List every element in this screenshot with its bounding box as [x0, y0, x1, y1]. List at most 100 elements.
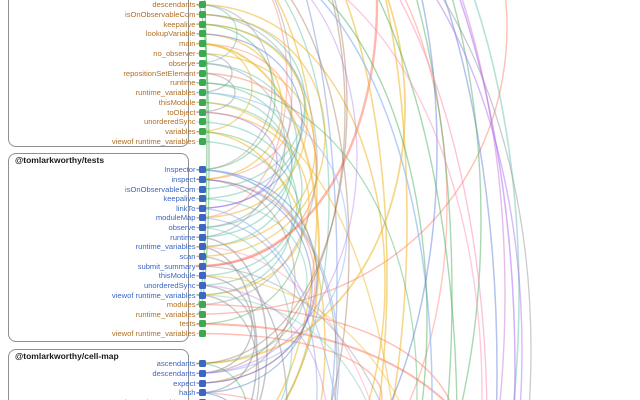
node-row[interactable]: Inspector: [8, 165, 206, 174]
dependency-edge: [196, 52, 233, 94]
node-square[interactable]: [198, 108, 206, 116]
node-row[interactable]: toObject: [8, 108, 206, 117]
node-square[interactable]: [198, 137, 206, 145]
node-row[interactable]: hash: [8, 388, 206, 397]
node-row[interactable]: runtime_variables: [8, 310, 206, 319]
node-row[interactable]: thisModule: [8, 97, 206, 107]
node-row[interactable]: moduleMap: [8, 213, 206, 222]
group-box-main-module: [8, 0, 189, 147]
node-square[interactable]: [198, 98, 206, 106]
node-row[interactable]: expect: [8, 379, 206, 388]
node-square[interactable]: [198, 301, 206, 309]
node-square[interactable]: [198, 118, 206, 126]
node-square[interactable]: [198, 262, 206, 270]
node-square[interactable]: [198, 195, 206, 203]
node-square[interactable]: [198, 10, 206, 18]
node-square[interactable]: [198, 320, 206, 328]
node-row[interactable]: isOnObservableCom: [8, 10, 206, 19]
node-square[interactable]: [198, 79, 206, 87]
node-square[interactable]: [198, 175, 206, 183]
dependency-edge: [196, 0, 508, 315]
node-square[interactable]: [198, 252, 206, 260]
node-square[interactable]: [198, 49, 206, 57]
node-square[interactable]: [198, 330, 206, 337]
node-row[interactable]: runtime_variables: [8, 242, 206, 251]
node-row[interactable]: lookupVariable: [8, 29, 206, 38]
dependency-edge: [196, 0, 406, 365]
node-label: thisModule: [158, 97, 196, 107]
node-label: no_observer: [153, 48, 196, 58]
node-row[interactable]: isOnObservableCom: [8, 185, 206, 194]
node-row[interactable]: thisModule: [8, 271, 206, 280]
node-square[interactable]: [198, 272, 206, 280]
node-row[interactable]: observe: [8, 59, 206, 68]
node-label: ascendants: [156, 359, 196, 368]
dependency-edge: [196, 198, 308, 365]
dependency-edge: [196, 246, 371, 400]
node-label: inspect: [171, 174, 196, 184]
node-row[interactable]: descendants: [8, 0, 206, 9]
node-square[interactable]: [198, 128, 206, 136]
node-row[interactable]: viewof runtime_variables: [8, 291, 206, 300]
node-square[interactable]: [198, 40, 206, 48]
dependency-edge: [196, 362, 247, 400]
node-square[interactable]: [198, 1, 206, 8]
node-square[interactable]: [198, 291, 206, 299]
node-row[interactable]: scan: [8, 252, 206, 261]
node-square[interactable]: [198, 20, 206, 28]
node-square[interactable]: [198, 281, 206, 289]
node-row[interactable]: ascendants: [8, 359, 206, 368]
node-row[interactable]: unorderedSync: [8, 281, 206, 290]
node-row[interactable]: viewof runtime_variables: [8, 329, 206, 338]
node-row[interactable]: runtime: [8, 78, 206, 87]
dependency-edge: [196, 0, 293, 238]
node-square[interactable]: [198, 204, 206, 212]
node-square[interactable]: [198, 224, 206, 232]
node-row[interactable]: no_observer: [8, 48, 206, 58]
node-row[interactable]: linkTo: [8, 204, 206, 213]
node-row[interactable]: viewof runtime_variables: [8, 137, 206, 146]
node-row[interactable]: keepalive: [8, 20, 206, 29]
node-row[interactable]: runtime: [8, 233, 206, 242]
dependency-edge: [196, 23, 276, 171]
node-row[interactable]: inspect: [8, 174, 206, 184]
node-row[interactable]: main: [8, 39, 206, 48]
node-square[interactable]: [198, 369, 206, 377]
node-row[interactable]: repositionSetElement: [8, 69, 206, 78]
dependency-edge: [196, 0, 288, 219]
dependency-edge: [305, 0, 338, 400]
node-row[interactable]: modules: [8, 300, 206, 309]
node-row[interactable]: variables: [8, 127, 206, 136]
node-square[interactable]: [198, 69, 206, 77]
node-row[interactable]: submit_summary: [8, 261, 206, 271]
node-square[interactable]: [198, 233, 206, 241]
node-label: submit_summary: [137, 261, 196, 271]
node-row[interactable]: unorderedSync: [8, 117, 206, 126]
node-square[interactable]: [198, 59, 206, 67]
dependency-edge: [284, 0, 330, 400]
dependency-edge: [385, 0, 408, 400]
dependency-edge: [195, 0, 379, 268]
dependency-edge: [196, 62, 286, 229]
dependency-edge: [196, 3, 273, 171]
node-square[interactable]: [198, 30, 206, 38]
dependency-edge: [196, 42, 293, 181]
node-square[interactable]: [198, 379, 206, 387]
node-square[interactable]: [198, 310, 206, 318]
node-square[interactable]: [198, 89, 206, 96]
dependency-edge: [196, 178, 313, 394]
node-square[interactable]: [198, 389, 206, 397]
node-row[interactable]: runtime_variables: [8, 88, 206, 97]
node-square[interactable]: [198, 243, 206, 251]
node-row[interactable]: keepalive: [8, 194, 206, 203]
node-square[interactable]: [198, 185, 206, 193]
node-square[interactable]: [198, 360, 206, 367]
dependency-edge: [196, 52, 316, 248]
node-row[interactable]: observe: [8, 223, 206, 232]
node-square[interactable]: [198, 214, 206, 222]
dependency-edge: [196, 13, 318, 306]
node-square[interactable]: [198, 166, 206, 174]
node-row[interactable]: tests: [8, 319, 206, 328]
dependency-edge: [196, 42, 253, 133]
node-row[interactable]: descendants: [8, 369, 206, 378]
